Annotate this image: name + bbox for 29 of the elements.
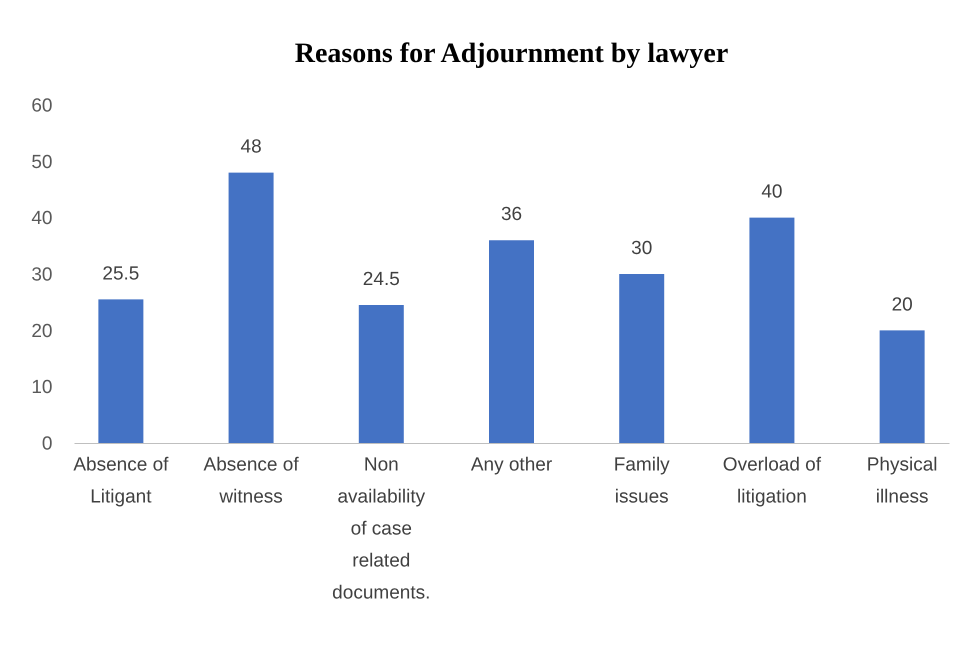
y-tick-label: 30 <box>31 264 52 286</box>
x-tick-label: Non availability of case related documents. <box>332 454 430 604</box>
data-label: 24.5 <box>362 268 400 290</box>
chart-title: Reasons for Adjournment by lawyer <box>294 38 728 69</box>
data-label: 20 <box>892 294 913 316</box>
x-tick-label: Absence of witness <box>204 454 300 508</box>
x-tick-label: Physical illness <box>866 454 938 508</box>
bar <box>749 218 794 443</box>
x-tick-label: Overload of litigation <box>722 454 822 508</box>
data-label: 48 <box>240 136 262 158</box>
data-label: 40 <box>761 182 782 203</box>
bar <box>228 172 274 443</box>
bar <box>489 240 534 443</box>
x-tick-label: Family issues <box>614 454 670 508</box>
bar <box>880 330 925 443</box>
data-label: 36 <box>500 204 522 226</box>
x-tick-label: Any other <box>470 454 553 476</box>
bar <box>98 299 144 443</box>
y-tick-label: 10 <box>31 377 52 398</box>
y-tick-label: 0 <box>42 434 52 454</box>
data-label: 25.5 <box>102 263 140 284</box>
data-label: 30 <box>631 238 652 259</box>
y-tick-label: 50 <box>31 152 52 173</box>
x-tick-label: Absence of Litigant <box>73 454 170 508</box>
bar <box>358 304 404 443</box>
y-tick-label: 20 <box>31 320 52 342</box>
y-tick-label: 60 <box>31 96 52 116</box>
bar <box>619 274 664 443</box>
y-tick-label: 40 <box>31 208 52 230</box>
